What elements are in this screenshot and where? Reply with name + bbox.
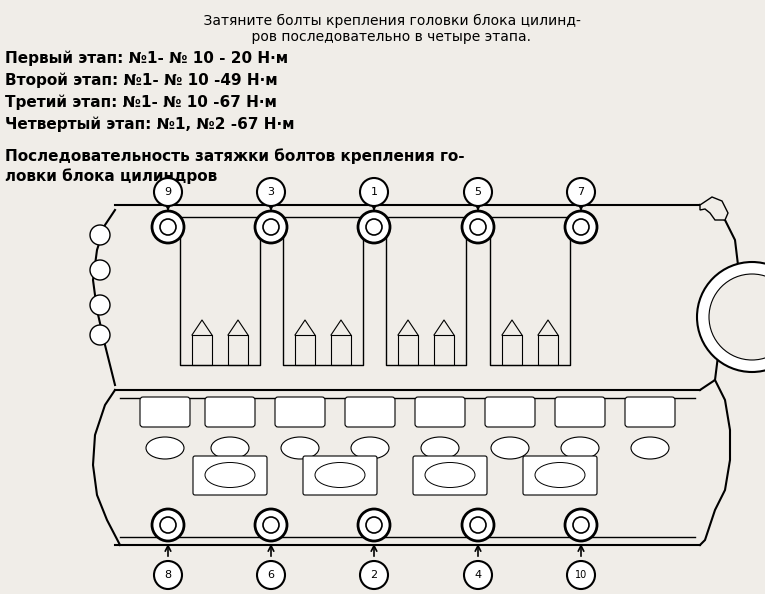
Text: Четвертый этап: №1, №2 -67 Н·м: Четвертый этап: №1, №2 -67 Н·м — [5, 116, 295, 131]
Polygon shape — [700, 197, 728, 220]
Ellipse shape — [281, 437, 319, 459]
Text: Первый этап: №1- № 10 - 20 Н·м: Первый этап: №1- № 10 - 20 Н·м — [5, 50, 288, 65]
Text: 8: 8 — [164, 570, 171, 580]
Circle shape — [464, 178, 492, 206]
FancyBboxPatch shape — [625, 397, 675, 427]
Ellipse shape — [421, 437, 459, 459]
Ellipse shape — [146, 437, 184, 459]
Circle shape — [462, 211, 494, 243]
Text: Последовательность затяжки болтов крепления го-: Последовательность затяжки болтов крепле… — [5, 148, 464, 164]
Ellipse shape — [491, 437, 529, 459]
Circle shape — [90, 260, 110, 280]
Circle shape — [565, 211, 597, 243]
Text: 3: 3 — [268, 187, 275, 197]
FancyBboxPatch shape — [555, 397, 605, 427]
FancyBboxPatch shape — [193, 456, 267, 495]
Circle shape — [358, 509, 390, 541]
Text: 10: 10 — [575, 570, 587, 580]
FancyBboxPatch shape — [523, 456, 597, 495]
FancyBboxPatch shape — [413, 456, 487, 495]
Circle shape — [360, 561, 388, 589]
Text: 5: 5 — [474, 187, 481, 197]
Text: 6: 6 — [268, 570, 275, 580]
FancyBboxPatch shape — [415, 397, 465, 427]
Circle shape — [90, 295, 110, 315]
Text: 7: 7 — [578, 187, 584, 197]
FancyBboxPatch shape — [140, 397, 190, 427]
FancyBboxPatch shape — [485, 397, 535, 427]
FancyBboxPatch shape — [345, 397, 395, 427]
Text: ров последовательно в четыре этапа.: ров последовательно в четыре этапа. — [235, 30, 532, 44]
FancyBboxPatch shape — [205, 397, 255, 427]
Circle shape — [358, 211, 390, 243]
Ellipse shape — [351, 437, 389, 459]
Circle shape — [567, 561, 595, 589]
Circle shape — [90, 225, 110, 245]
Text: Затяните болты крепления головки блока цилинд-: Затяните болты крепления головки блока ц… — [186, 14, 581, 28]
Text: 4: 4 — [474, 570, 481, 580]
Circle shape — [567, 178, 595, 206]
Circle shape — [257, 561, 285, 589]
Circle shape — [709, 274, 765, 360]
Circle shape — [255, 509, 287, 541]
Circle shape — [154, 561, 182, 589]
Text: 1: 1 — [370, 187, 377, 197]
Circle shape — [462, 509, 494, 541]
Circle shape — [565, 509, 597, 541]
Circle shape — [152, 509, 184, 541]
Circle shape — [90, 325, 110, 345]
Text: Третий этап: №1- № 10 -67 Н·м: Третий этап: №1- № 10 -67 Н·м — [5, 94, 277, 109]
Circle shape — [255, 211, 287, 243]
Circle shape — [464, 561, 492, 589]
FancyBboxPatch shape — [275, 397, 325, 427]
Ellipse shape — [211, 437, 249, 459]
Circle shape — [154, 178, 182, 206]
Text: 9: 9 — [164, 187, 171, 197]
Text: 2: 2 — [370, 570, 378, 580]
Ellipse shape — [561, 437, 599, 459]
Circle shape — [152, 211, 184, 243]
Text: Второй этап: №1- № 10 -49 Н·м: Второй этап: №1- № 10 -49 Н·м — [5, 72, 278, 87]
Circle shape — [257, 178, 285, 206]
Circle shape — [697, 262, 765, 372]
FancyBboxPatch shape — [303, 456, 377, 495]
Text: ловки блока цилиндров: ловки блока цилиндров — [5, 168, 217, 184]
Circle shape — [360, 178, 388, 206]
Ellipse shape — [631, 437, 669, 459]
